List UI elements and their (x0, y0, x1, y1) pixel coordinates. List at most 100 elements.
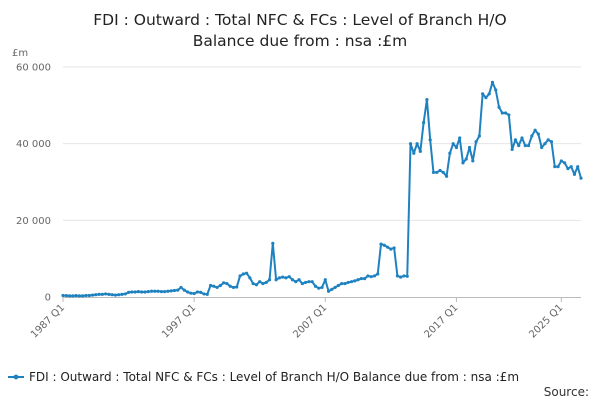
data-point (553, 165, 557, 169)
data-point (385, 245, 390, 249)
data-point (399, 275, 403, 279)
data-point (77, 294, 81, 298)
data-point (202, 292, 206, 296)
data-point (458, 136, 462, 140)
data-point (84, 293, 88, 298)
data-point (467, 145, 472, 150)
data-point (166, 289, 170, 293)
data-point (267, 278, 272, 282)
data-point (340, 281, 344, 286)
data-point (376, 272, 380, 276)
data-point (176, 288, 180, 292)
data-point (392, 246, 396, 250)
data-point (418, 149, 422, 153)
data-point (415, 142, 419, 146)
data-point (136, 290, 141, 294)
data-point (464, 157, 468, 161)
data-point (100, 292, 104, 296)
data-point (274, 278, 278, 282)
data-point (359, 277, 363, 281)
data-point (356, 278, 360, 282)
data-point (228, 284, 232, 288)
data-point (172, 288, 177, 293)
data-point (163, 290, 167, 294)
legend[interactable]: FDI : Outward : Total NFC & FCs : Level … (8, 370, 519, 384)
data-point (156, 289, 160, 293)
data-point (477, 134, 481, 138)
data-point (264, 280, 268, 285)
y-tick-label: 0 (45, 293, 51, 304)
data-point (323, 278, 327, 282)
data-point (251, 281, 255, 286)
data-point (254, 283, 259, 287)
data-point (90, 293, 95, 297)
data-point (425, 97, 429, 102)
data-point (248, 276, 252, 280)
data-point (225, 281, 229, 286)
data-point (389, 247, 393, 251)
gridlines (63, 66, 581, 221)
series-group (61, 80, 583, 298)
data-point (149, 289, 154, 293)
y-axis-ticks: 0 20 000 40 000 60 000 (16, 63, 51, 304)
chart-title-line-2: Balance due from : nsa :£m (193, 32, 408, 50)
data-point (182, 288, 186, 292)
data-point (107, 292, 111, 296)
data-point (408, 142, 413, 146)
x-tick-label: 2017 Q1 (422, 302, 460, 340)
data-point (192, 291, 196, 296)
data-point (503, 111, 508, 115)
data-point (290, 278, 295, 282)
data-point (277, 276, 281, 280)
data-point (307, 280, 311, 284)
data-point (520, 136, 524, 140)
data-point (526, 143, 531, 148)
data-point (326, 289, 331, 293)
legend-marker (13, 374, 19, 380)
data-point (104, 292, 108, 296)
data-point (507, 113, 511, 117)
data-point (146, 290, 150, 294)
x-tick-label: 1997 Q1 (160, 302, 198, 340)
data-point (71, 294, 75, 298)
data-point (431, 170, 436, 175)
data-point (481, 92, 485, 96)
data-point (244, 271, 249, 275)
data-point (336, 283, 340, 288)
data-point (241, 272, 245, 276)
data-point (284, 276, 288, 280)
data-point (94, 293, 98, 297)
data-point (133, 290, 137, 294)
data-point (231, 285, 236, 290)
data-point (185, 290, 190, 294)
data-point (497, 105, 501, 109)
data-point (372, 274, 377, 278)
data-point (563, 161, 567, 165)
data-point (412, 151, 416, 155)
data-point (310, 280, 314, 284)
data-point (304, 280, 308, 285)
data-point (533, 128, 537, 132)
data-point (130, 290, 134, 294)
source-label: Source: (544, 385, 589, 399)
data-point (169, 289, 173, 293)
data-point (208, 283, 213, 288)
y-tick-label: 20 000 (16, 216, 51, 227)
data-point (543, 142, 547, 146)
data-point (330, 287, 334, 291)
data-point (81, 294, 85, 298)
data-point (572, 172, 577, 176)
data-point (179, 285, 183, 290)
data-point (300, 281, 304, 286)
data-point (405, 274, 409, 278)
data-point (556, 165, 560, 169)
data-point (117, 293, 121, 297)
data-point (317, 286, 321, 290)
data-point (258, 280, 262, 284)
data-point (271, 241, 275, 245)
legend-label: FDI : Outward : Total NFC & FCs : Level … (29, 370, 519, 384)
data-point (215, 285, 219, 290)
data-point (517, 143, 521, 148)
data-point (143, 290, 147, 294)
